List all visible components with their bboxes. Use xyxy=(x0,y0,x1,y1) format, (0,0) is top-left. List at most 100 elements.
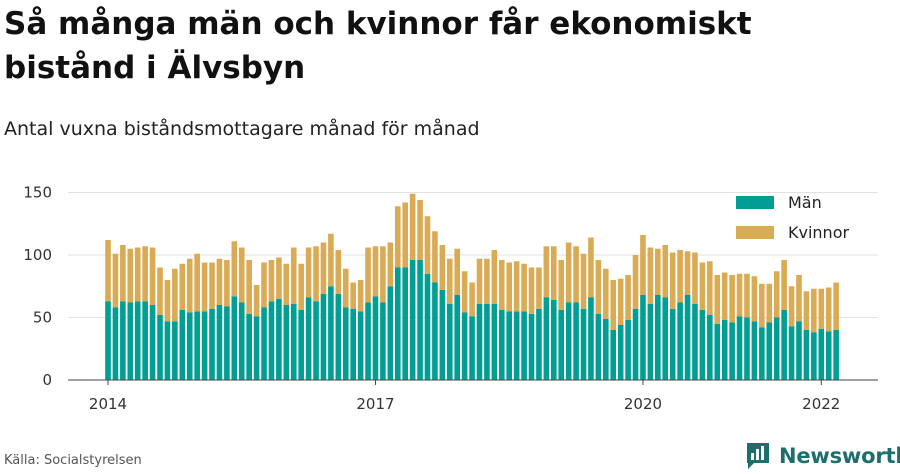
bar-man xyxy=(484,303,490,380)
bar-man xyxy=(729,322,735,380)
chart-subtitle: Antal vuxna biståndsmottagare månad för … xyxy=(4,118,480,140)
bar-man xyxy=(224,306,230,380)
bar-woman xyxy=(186,258,193,313)
bar-man xyxy=(394,267,401,380)
bar-man xyxy=(261,307,267,380)
bar-man xyxy=(625,320,631,380)
bar-man xyxy=(796,321,802,380)
bar-woman xyxy=(105,240,111,302)
bar-woman xyxy=(647,247,654,304)
bar-woman xyxy=(231,241,238,297)
bar-woman xyxy=(513,261,520,312)
bar-man xyxy=(246,313,252,380)
bar-man xyxy=(157,315,163,380)
bar-man xyxy=(313,301,319,380)
bar-woman xyxy=(751,276,758,322)
legend-swatch-men xyxy=(736,196,774,209)
bar-woman xyxy=(446,258,453,304)
bar-woman xyxy=(417,200,423,260)
bar-woman xyxy=(818,288,825,329)
bar-man xyxy=(253,316,260,380)
bar-woman xyxy=(506,262,513,312)
bar-woman xyxy=(172,268,178,322)
bar-man xyxy=(551,300,557,380)
bar-woman xyxy=(521,263,527,312)
bar-man xyxy=(105,301,111,380)
bar-woman xyxy=(736,273,743,317)
bar-man xyxy=(506,311,513,380)
bar-woman xyxy=(759,283,765,328)
bar-man xyxy=(751,321,758,380)
bar-woman xyxy=(276,257,282,299)
bar-woman xyxy=(677,250,683,303)
bar-man xyxy=(699,310,706,380)
bar-man xyxy=(439,290,446,380)
bar-man xyxy=(298,310,304,380)
legend-swatch-women xyxy=(736,226,774,239)
bar-man xyxy=(692,303,698,380)
bar-woman xyxy=(692,252,698,304)
bar-woman xyxy=(491,250,498,304)
bar-woman xyxy=(766,283,773,323)
bar-woman xyxy=(558,260,565,310)
legend-label-women: Kvinnor xyxy=(788,223,849,242)
bar-man xyxy=(127,302,134,380)
bar-woman xyxy=(773,271,780,318)
bar-woman xyxy=(127,248,134,303)
bar-woman xyxy=(402,202,408,268)
bar-man xyxy=(707,315,713,380)
bar-man xyxy=(498,310,505,380)
bar-woman xyxy=(157,267,163,315)
bar-woman xyxy=(380,246,386,303)
bar-woman xyxy=(261,262,267,308)
bar-woman xyxy=(498,260,505,310)
bar-man xyxy=(402,267,408,380)
bar-man xyxy=(365,302,371,380)
bar-man xyxy=(766,322,773,380)
bar-man xyxy=(811,332,817,380)
bar-woman xyxy=(699,262,706,310)
bar-man xyxy=(603,318,609,380)
bar-woman xyxy=(253,285,260,317)
bar-woman xyxy=(632,255,639,309)
bar-woman xyxy=(662,245,669,298)
legend-label-men: Män xyxy=(788,193,822,212)
bar-man xyxy=(276,298,282,380)
x-tick-label: 2017 xyxy=(356,395,394,413)
bar-woman xyxy=(744,273,750,318)
bar-man xyxy=(677,302,683,380)
bar-man xyxy=(595,313,602,380)
bar-man xyxy=(387,286,394,380)
bar-man xyxy=(328,286,334,380)
bar-man xyxy=(825,331,832,380)
bar-woman xyxy=(335,250,342,294)
bar-woman xyxy=(134,247,141,302)
bar-man xyxy=(565,302,572,380)
bar-woman xyxy=(149,247,156,305)
bar-man xyxy=(320,293,327,380)
bar-man xyxy=(536,308,542,380)
bar-man xyxy=(209,308,215,380)
bar-woman xyxy=(432,231,438,283)
brand-name: Newsworthy xyxy=(779,444,900,468)
bar-man xyxy=(632,308,639,380)
bar-man xyxy=(201,311,208,380)
bar-woman xyxy=(164,280,171,322)
bar-woman xyxy=(565,242,572,303)
bar-woman xyxy=(476,258,483,304)
bar-man xyxy=(172,321,178,380)
bar-man xyxy=(112,307,119,380)
bar-man xyxy=(186,312,193,380)
chart-title: Så många män och kvinnor får ekonomiskt … xyxy=(4,6,752,86)
bar-man xyxy=(342,307,349,380)
bar-woman xyxy=(833,282,839,330)
bar-man xyxy=(469,316,475,380)
bar-man xyxy=(194,311,200,380)
bar-woman xyxy=(796,275,802,322)
bar-man xyxy=(773,317,780,380)
bar-man xyxy=(662,297,669,380)
bar-woman xyxy=(543,246,550,298)
bar-woman xyxy=(707,261,713,315)
bar-man xyxy=(788,326,795,380)
bar-woman xyxy=(610,280,617,330)
